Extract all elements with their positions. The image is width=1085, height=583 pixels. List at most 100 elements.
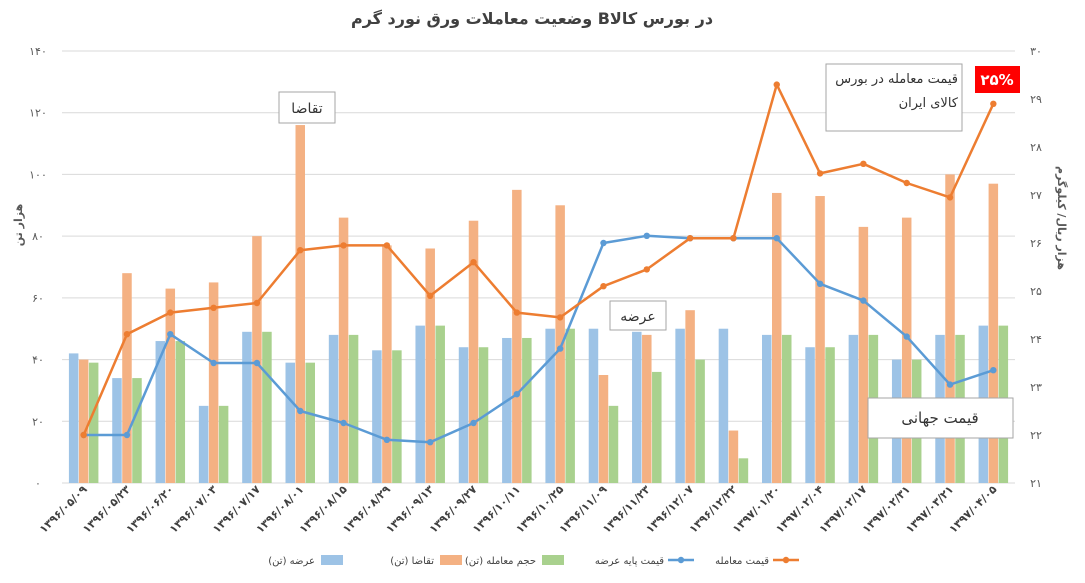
line-point: [80, 431, 87, 439]
line-point: [990, 100, 997, 108]
bar: [815, 196, 825, 483]
bar: [198, 405, 209, 483]
demand-callout-text: تقاضا: [291, 101, 323, 117]
line-point: [123, 331, 131, 338]
left-tick-label: ۰: [35, 477, 41, 490]
line-point: [340, 242, 347, 249]
bar: [565, 328, 575, 483]
bar: [685, 310, 695, 483]
line-point: [297, 247, 304, 254]
bar: [305, 362, 315, 483]
bar: [112, 378, 122, 483]
right-tick-label: ۲۶: [1030, 237, 1042, 250]
right-tick-label: ۲۵: [1030, 285, 1042, 298]
right-tick-label: ۲۲: [1030, 429, 1042, 442]
bar: [805, 347, 815, 483]
bar: [348, 334, 359, 483]
bar: [695, 359, 705, 483]
series-line: [83, 234, 994, 444]
legend-marker: [782, 556, 790, 564]
bar: [522, 337, 532, 483]
exchange-price-callout-text: قیمت معامله در بورس کالای ایران: [835, 72, 958, 111]
bar: [772, 192, 782, 483]
bar: [825, 347, 835, 483]
line-point: [730, 235, 737, 242]
bar: [988, 183, 999, 483]
bar: [762, 334, 772, 483]
bar: [132, 378, 142, 483]
bar: [68, 353, 79, 483]
line-point: [470, 259, 477, 266]
line-point: [773, 235, 780, 242]
left-tick-label: ۶۰: [32, 292, 44, 305]
bar: [782, 334, 792, 483]
demand-callout: تقاضا: [278, 91, 336, 124]
exchange-price-callout: قیمت معامله در بورس کالای ایران: [825, 63, 963, 132]
bar: [175, 341, 186, 483]
line-point: [253, 359, 261, 367]
line-point: [686, 235, 694, 242]
left-tick-label: ۲۰: [32, 415, 44, 428]
legend-label: قیمت پایه عرضه: [595, 556, 664, 567]
bar: [652, 371, 662, 483]
bar: [392, 350, 402, 483]
right-tick-label: ۲۸: [1030, 141, 1042, 154]
legend-marker: [677, 556, 685, 564]
line-point: [253, 299, 261, 307]
bar: [425, 248, 435, 483]
line-point: [427, 292, 434, 299]
bar: [728, 430, 739, 483]
bar: [555, 205, 565, 484]
line-point: [860, 297, 867, 304]
bar: [122, 273, 132, 483]
right-tick-label: ۲۴: [1030, 333, 1042, 346]
line-point: [600, 239, 607, 247]
line-point: [816, 170, 824, 177]
bar: [382, 245, 392, 483]
bar: [675, 328, 685, 483]
bar: [632, 331, 642, 483]
line-point: [470, 419, 477, 427]
bar: [415, 325, 425, 483]
line-point: [903, 333, 910, 340]
line-point: [123, 431, 131, 439]
line-point: [990, 367, 997, 374]
percent-badge: ۲۵%: [975, 66, 1020, 93]
line-point: [210, 359, 217, 367]
bar: [858, 226, 869, 483]
line-point: [427, 439, 434, 446]
bar: [598, 375, 609, 483]
left-tick-label: ۱۴۰: [29, 45, 47, 58]
bar: [458, 347, 469, 483]
bar: [738, 458, 749, 483]
bar: [78, 359, 89, 483]
bar: [468, 220, 479, 483]
left-tick-label: ۴۰: [32, 354, 44, 367]
bar: [88, 362, 99, 483]
line-point: [297, 407, 304, 415]
line-point: [600, 283, 607, 290]
bar: [608, 405, 619, 483]
bar: [328, 334, 339, 483]
left-axis-label: هزار تن: [12, 204, 25, 246]
supply-callout: عرضه: [609, 300, 667, 331]
bar: [262, 331, 272, 483]
bar: [252, 236, 262, 483]
line-point: [513, 309, 521, 316]
legend-swatch: [321, 555, 343, 565]
right-tick-label: ۲۱: [1030, 477, 1042, 490]
right-axis-ticks: ۲۱ ۲۲ ۲۳ ۲۴ ۲۵ ۲۶ ۲۷ ۲۸ ۲۹ ۳۰: [1030, 45, 1042, 490]
bar: [512, 189, 522, 483]
line-point: [946, 381, 954, 388]
bar: [435, 325, 445, 483]
line-point: [167, 309, 174, 316]
x-axis-ticks: ۱۳۹۶/۰۵/۰۹۱۳۹۶/۰۵/۲۳۱۳۹۶/۰۶/۲۰۱۳۹۶/۰۷/۰۳…: [37, 483, 1000, 536]
bar: [545, 328, 555, 483]
line-point: [903, 179, 910, 187]
legend-label: عرضه (تن): [268, 556, 315, 567]
bar: [945, 174, 955, 483]
bar: [338, 217, 349, 483]
right-tick-label: ۲۹: [1030, 93, 1042, 106]
left-tick-label: ۱۰۰: [29, 168, 47, 181]
